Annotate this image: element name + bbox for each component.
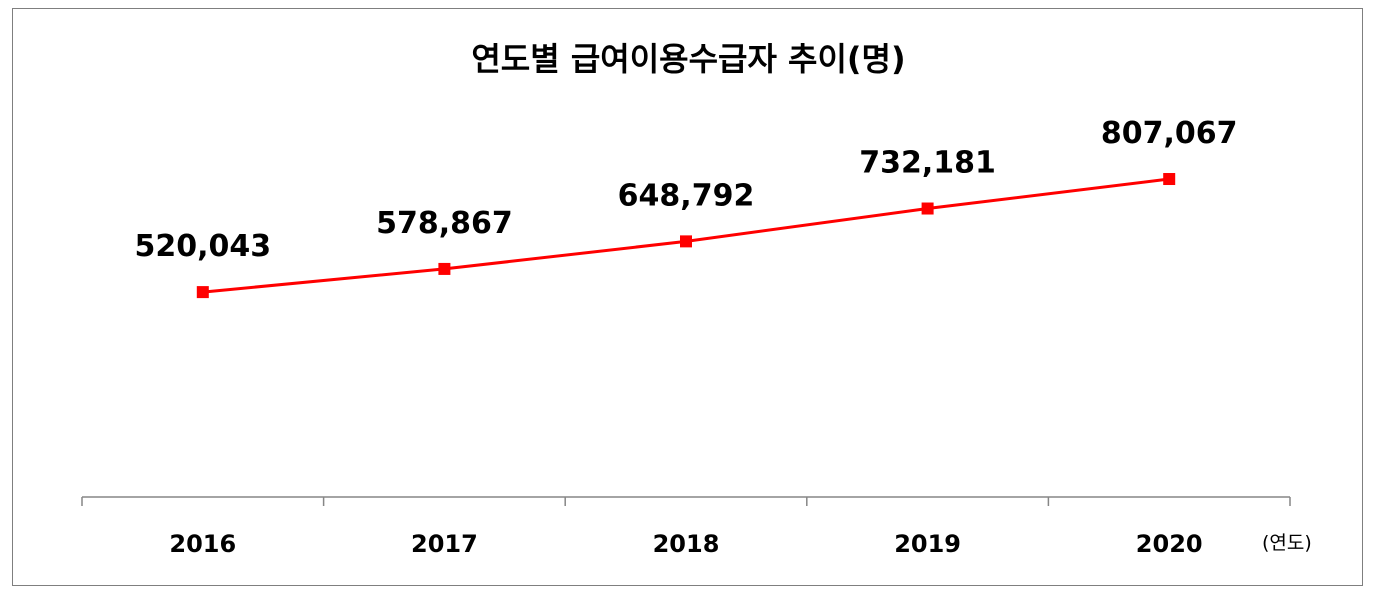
data-label: 520,043 xyxy=(134,229,271,264)
chart-frame xyxy=(12,8,1363,586)
x-tick-label: 2019 xyxy=(894,530,961,558)
data-label: 732,181 xyxy=(859,146,996,181)
data-point-marker xyxy=(196,286,209,299)
x-tick-label: 2016 xyxy=(169,530,236,558)
x-axis-unit-label: (연도) xyxy=(1262,532,1312,554)
data-point-marker xyxy=(680,235,692,248)
data-label: 807,067 xyxy=(1101,116,1238,151)
data-label: 648,792 xyxy=(618,178,755,213)
chart-title: 연도별 급여이용수급자 추이(명) xyxy=(471,40,906,78)
data-point-marker xyxy=(438,262,451,275)
data-label: 578,867 xyxy=(376,206,513,241)
x-tick-label: 2017 xyxy=(411,530,478,558)
x-tick-label: 2018 xyxy=(653,530,720,558)
data-point-marker xyxy=(921,202,934,215)
data-point-marker xyxy=(1163,173,1176,186)
x-tick-label: 2020 xyxy=(1136,530,1203,558)
